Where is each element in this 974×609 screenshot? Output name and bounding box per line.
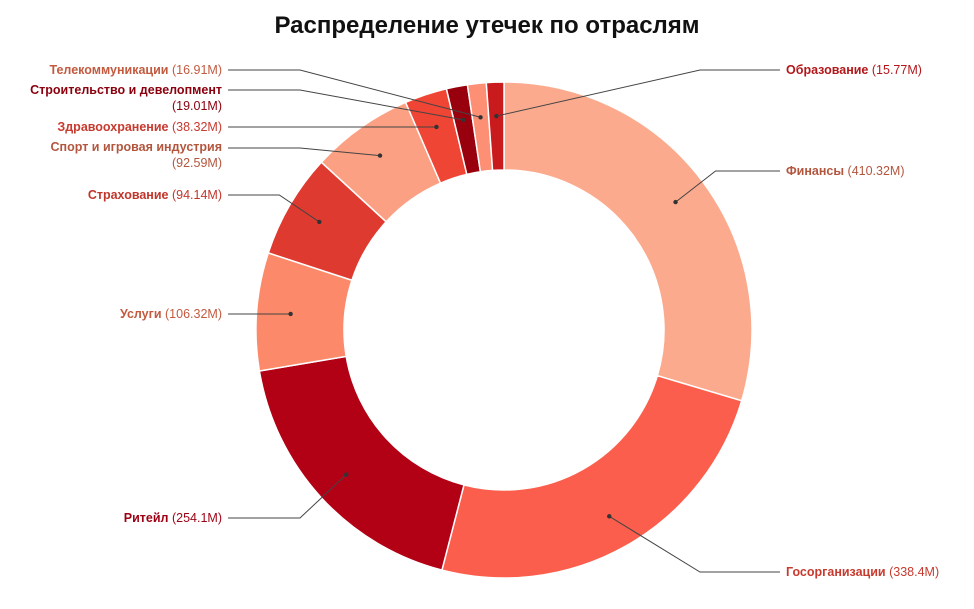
label-value: (92.59M)	[172, 156, 222, 170]
label-retail: Ритейл (254.1M)	[124, 511, 222, 525]
leader-line-construction	[228, 89, 464, 121]
label-value: (410.32M)	[848, 164, 905, 178]
leader-dot-government	[607, 514, 612, 519]
label-value: (38.32M)	[172, 120, 222, 134]
label-telecom: Телекоммуникации (16.91M)	[49, 63, 222, 77]
slices-group	[255, 81, 753, 579]
label-healthcare: Здравоохранение (38.32M)	[57, 120, 222, 134]
leader-dot-construction	[461, 117, 466, 123]
leader-line-education	[496, 69, 780, 117]
leader-line-insurance	[228, 194, 320, 223]
label-sport-gaming: Спорт и игровая индустрия (92.59M)	[51, 140, 222, 170]
slice-retail	[258, 355, 465, 572]
leader-dot-finance	[673, 199, 678, 205]
label-value: (16.91M)	[172, 63, 222, 77]
label-value: (338.4M)	[889, 565, 939, 579]
label-name: Телекоммуникации	[49, 63, 168, 77]
label-name: Спорт и игровая индустрия	[51, 140, 222, 154]
leader-dot-insurance	[317, 219, 322, 225]
label-value: (19.01M)	[172, 99, 222, 113]
slice-finance	[503, 81, 753, 402]
leader-dot-education	[494, 113, 499, 119]
label-finance: Финансы (410.32M)	[786, 164, 905, 178]
label-name: Страхование	[88, 188, 169, 202]
slice-education	[485, 81, 505, 172]
leader-line-sport-gaming	[228, 147, 381, 157]
label-name: Строительство и девелопмент	[30, 83, 222, 97]
label-value: (15.77M)	[872, 63, 922, 77]
leader-line-government	[608, 515, 780, 573]
label-government: Госорганизации (338.4M)	[786, 565, 939, 579]
leader-line-finance	[675, 170, 780, 203]
label-value: (254.1M)	[172, 511, 222, 525]
label-services: Услуги (106.32M)	[120, 307, 222, 321]
leader-dot-sport-gaming	[377, 153, 383, 158]
leader-dot-healthcare	[434, 124, 439, 130]
label-value: (94.14M)	[172, 188, 222, 202]
leader-lines-group	[228, 69, 780, 573]
label-construction: Строительство и девелопмент (19.01M)	[30, 83, 222, 113]
leader-line-telecom	[228, 69, 481, 118]
label-education: Образование (15.77M)	[786, 63, 922, 77]
leader-dot-retail	[344, 472, 349, 477]
label-name: Госорганизации	[786, 565, 886, 579]
chart-title: Распределение утечек по отраслям	[274, 12, 699, 39]
label-name: Услуги	[120, 307, 162, 321]
label-name: Финансы	[786, 164, 844, 178]
label-insurance: Страхование (94.14M)	[88, 188, 222, 202]
label-name: Ритейл	[124, 511, 169, 525]
leader-line-retail	[228, 474, 347, 519]
slice-government	[441, 374, 743, 579]
label-name: Здравоохранение	[57, 120, 168, 134]
leader-dot-services	[288, 311, 293, 317]
labels-group: Финансы (410.32M) Госорганизации (338.4M)…	[30, 63, 939, 579]
label-name: Образование	[786, 63, 868, 77]
label-value: (106.32M)	[165, 307, 222, 321]
leader-dot-telecom	[478, 115, 483, 120]
